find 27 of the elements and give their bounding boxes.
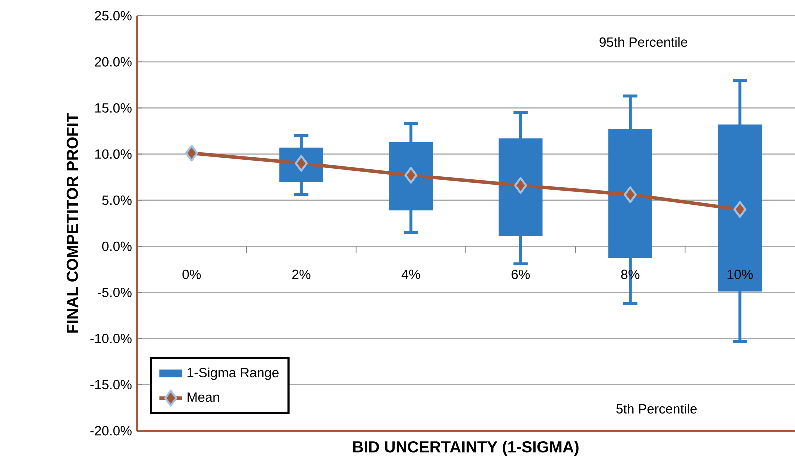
- y-tick-label: 20.0%: [95, 57, 132, 67]
- y-tick-label: 0.0%: [102, 242, 132, 252]
- y-tick-label: -5.0%: [98, 288, 132, 298]
- y-tick-label: 25.0%: [95, 11, 132, 21]
- annotation: 95th Percentile: [600, 37, 688, 48]
- x-axis-title: BID UNCERTAINTY (1-SIGMA): [353, 441, 579, 456]
- point: [404, 167, 418, 184]
- y-tick-label: 10.0%: [96, 150, 132, 160]
- y-tick-label: 15.0%: [96, 104, 132, 113]
- legend-label: Mean: [188, 392, 220, 402]
- y-tick-label: -10.0%: [90, 334, 132, 344]
- y-axis-title: FINAL COMPETITOR PROFIT: [66, 113, 78, 333]
- y-tick-label: 5.0%: [102, 196, 132, 206]
- legend-label: 1-Sigma Range: [188, 368, 279, 380]
- point: [185, 145, 198, 162]
- x-tick-label: 2%: [292, 270, 311, 280]
- x-tick-label: 10%: [728, 270, 754, 280]
- point: [734, 201, 747, 218]
- x-tick-label: 0%: [182, 270, 202, 280]
- annotation: 5th Percentile: [616, 404, 697, 414]
- y-tick-label: -15.0%: [90, 380, 132, 390]
- x-tick-label: 4%: [402, 270, 420, 280]
- point: [514, 177, 528, 194]
- point: [295, 155, 308, 172]
- x-tick-label: 6%: [512, 270, 530, 280]
- point: [624, 186, 637, 204]
- y-tick-label: -20.0%: [90, 426, 132, 436]
